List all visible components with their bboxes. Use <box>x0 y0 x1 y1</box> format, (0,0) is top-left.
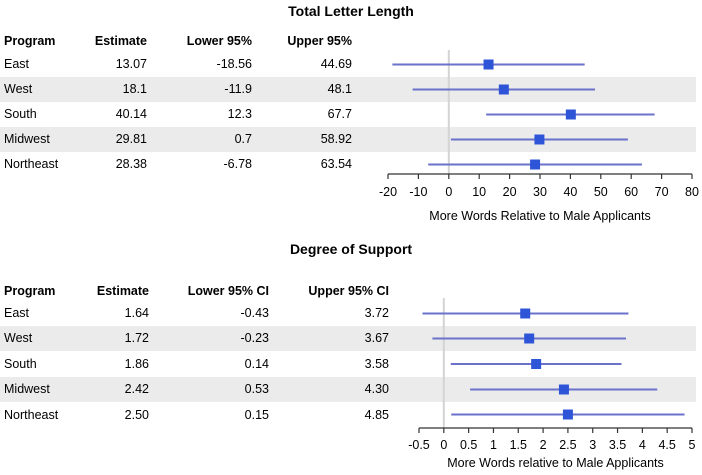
table-row-west: West 1.72 -0.23 3.67 <box>0 326 696 351</box>
table-row-east: East 1.64 -0.43 3.72 <box>0 301 696 326</box>
x-axis-tick-label: 40 <box>563 185 577 199</box>
cell-estimate: 1.86 <box>124 357 149 371</box>
column-header-lower: Lower 95% <box>186 34 252 48</box>
cell-program: West <box>4 82 33 96</box>
cell-upper: 44.69 <box>320 57 352 71</box>
cell-estimate: 1.72 <box>124 331 149 345</box>
column-header-upper: Upper 95% CI <box>308 284 389 298</box>
column-header-estimate: Estimate <box>96 284 149 298</box>
x-axis-tick-label: 80 <box>685 185 699 199</box>
cell-upper: 4.30 <box>364 382 389 396</box>
x-axis-tick-label: 50 <box>594 185 608 199</box>
cell-lower: 0.14 <box>244 357 269 371</box>
x-axis-tick-label: -10 <box>409 185 427 199</box>
column-header-lower: Lower 95% CI <box>187 284 269 298</box>
cell-upper: 3.58 <box>364 357 389 371</box>
cell-lower: -18.56 <box>216 57 252 71</box>
cell-lower: -6.78 <box>223 157 253 171</box>
table-row-northeast: Northeast 2.50 0.15 4.85 <box>0 402 696 428</box>
cell-estimate: 13.07 <box>115 57 147 71</box>
cell-upper: 4.85 <box>364 408 389 422</box>
cell-lower: 0.15 <box>244 408 269 422</box>
x-axis-tick-label: 0 <box>440 438 447 452</box>
section-title-total-letter-length: Total Letter Length <box>288 3 414 19</box>
x-axis-tick-label: 0 <box>445 185 452 199</box>
cell-program: West <box>4 331 33 345</box>
x-axis-tick-label: 4.5 <box>658 438 675 452</box>
cell-program: South <box>4 107 37 121</box>
cell-lower: -11.9 <box>224 82 252 96</box>
x-axis-tick-label: -0.5 <box>408 438 430 452</box>
cell-estimate: 2.42 <box>124 382 149 396</box>
cell-estimate: 28.38 <box>115 157 147 171</box>
cell-program: East <box>4 57 30 71</box>
cell-estimate: 29.81 <box>115 132 147 146</box>
x-axis-title: More Words relative to Male Applicants <box>447 456 664 470</box>
x-axis-tick-label: 2 <box>540 438 547 452</box>
cell-upper: 48.1 <box>327 82 352 96</box>
cell-program: East <box>4 306 30 320</box>
cell-lower: 12.3 <box>227 107 252 121</box>
column-header-program: Program <box>4 284 56 298</box>
x-axis-title: More Words Relative to Male Applicants <box>429 209 650 223</box>
x-axis-tick-label: 4 <box>639 438 646 452</box>
cell-upper: 3.72 <box>364 306 389 320</box>
x-axis-tick-label: 3.5 <box>609 438 626 452</box>
x-axis-tick-label: 2.5 <box>559 438 576 452</box>
cell-estimate: 1.64 <box>124 306 149 320</box>
cell-upper: 63.54 <box>320 157 352 171</box>
table-header-row: Program Estimate Lower 95% Upper 95% <box>0 30 696 52</box>
x-axis-tick-label: 60 <box>624 185 638 199</box>
table-row-west: West 18.1 -11.9 48.1 <box>0 77 696 102</box>
x-axis-tick-label: 70 <box>655 185 669 199</box>
cell-program: Northeast <box>4 157 59 171</box>
cell-lower: 0.53 <box>244 382 269 396</box>
cell-estimate: 2.50 <box>124 408 149 422</box>
cell-program: Midwest <box>4 132 50 146</box>
x-axis-tick-label: 10 <box>472 185 486 199</box>
cell-program: Northeast <box>4 408 59 422</box>
cell-estimate: 40.14 <box>115 107 147 121</box>
table-row-northeast: Northeast 28.38 -6.78 63.54 <box>0 152 696 177</box>
cell-program: Midwest <box>4 382 50 396</box>
x-axis-tick-label: -20 <box>379 185 397 199</box>
cell-lower: -0.23 <box>240 331 270 345</box>
cell-lower: 0.7 <box>234 132 252 146</box>
x-axis-tick-label: 1.5 <box>510 438 527 452</box>
cell-upper: 3.67 <box>364 331 389 345</box>
table-row-east: East 13.07 -18.56 44.69 <box>0 52 696 77</box>
x-axis-tick-label: 20 <box>503 185 517 199</box>
x-axis-tick-label: 5 <box>689 438 696 452</box>
cell-lower: -0.43 <box>240 306 270 320</box>
x-axis-tick-label: 3 <box>589 438 596 452</box>
table-row-south: South 1.86 0.14 3.58 <box>0 351 696 377</box>
section-title-degree-of-support: Degree of Support <box>289 241 413 257</box>
table-row-south: South 40.14 12.3 67.7 <box>0 102 696 127</box>
cell-upper: 67.7 <box>327 107 352 121</box>
cell-estimate: 18.1 <box>122 82 147 96</box>
x-axis-tick-label: 0.5 <box>460 438 477 452</box>
cell-upper: 58.92 <box>320 132 352 146</box>
column-header-program: Program <box>4 34 56 48</box>
column-header-upper: Upper 95% <box>287 34 352 48</box>
x-axis-tick-label: 1 <box>490 438 497 452</box>
column-header-estimate: Estimate <box>94 34 147 48</box>
x-axis-tick-label: 30 <box>533 185 547 199</box>
cell-program: South <box>4 357 37 371</box>
table-row-midwest: Midwest 2.42 0.53 4.30 <box>0 377 696 402</box>
table-header-row: Program Estimate Lower 95% CI Upper 95% … <box>0 280 696 302</box>
table-row-midwest: Midwest 29.81 0.7 58.92 <box>0 127 696 152</box>
